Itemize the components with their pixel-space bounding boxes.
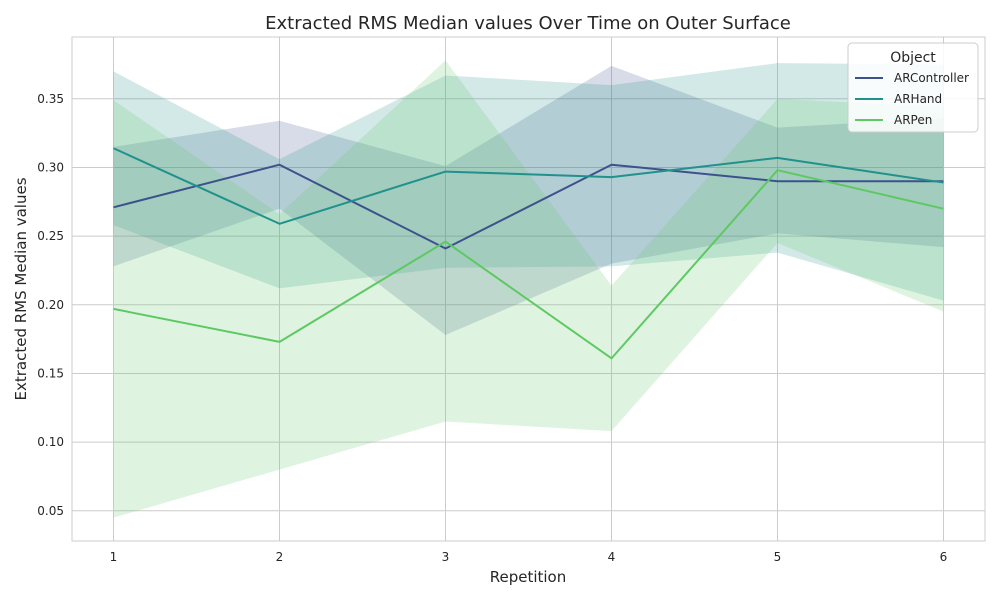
x-axis-label: Repetition (490, 568, 567, 586)
plot-frame (71, 36, 986, 542)
x-tick-label: 4 (608, 550, 616, 564)
legend-label: ARController (894, 71, 969, 85)
legend-title: Object (890, 50, 936, 66)
legend: Object ARController ARHand ARPen (847, 42, 979, 133)
ci-band-arhand (113, 63, 944, 301)
legend-items: ARController ARHand ARPen (855, 71, 969, 127)
x-tick-label: 6 (940, 550, 948, 564)
y-tick-label: 0.25 (37, 229, 64, 243)
legend-box (847, 42, 979, 133)
x-tick-label: 2 (276, 550, 284, 564)
x-tick-label: 5 (774, 550, 782, 564)
plot-area (72, 37, 985, 541)
series-line-arcontroller (113, 163, 944, 250)
y-tick-label: 0.35 (37, 92, 64, 106)
chart-title: Extracted RMS Median values Over Time on… (265, 13, 791, 34)
y-tick-label: 0.10 (37, 435, 64, 449)
grid (72, 37, 985, 541)
y-tick-label: 0.30 (37, 160, 64, 174)
x-tick-label: 1 (110, 550, 118, 564)
legend-label: ARHand (894, 92, 942, 106)
y-tick-label: 0.05 (37, 504, 64, 518)
y-tick-label: 0.15 (37, 366, 64, 380)
x-tick-labels: 1 2 3 4 5 6 (110, 550, 948, 564)
series-line-arpen (113, 169, 944, 360)
ci-band-arpen (113, 60, 944, 518)
series-lines (113, 147, 944, 360)
confidence-bands (113, 60, 944, 518)
y-tick-label: 0.20 (37, 298, 64, 312)
y-axis-label: Extracted RMS Median values (12, 177, 30, 400)
x-tick-label: 3 (442, 550, 450, 564)
y-tick-labels: 0.05 0.10 0.15 0.20 0.25 0.30 0.35 (37, 92, 64, 518)
series-line-arhand (113, 147, 944, 225)
ci-band-arcontroller (113, 65, 944, 336)
legend-label: ARPen (894, 113, 932, 127)
